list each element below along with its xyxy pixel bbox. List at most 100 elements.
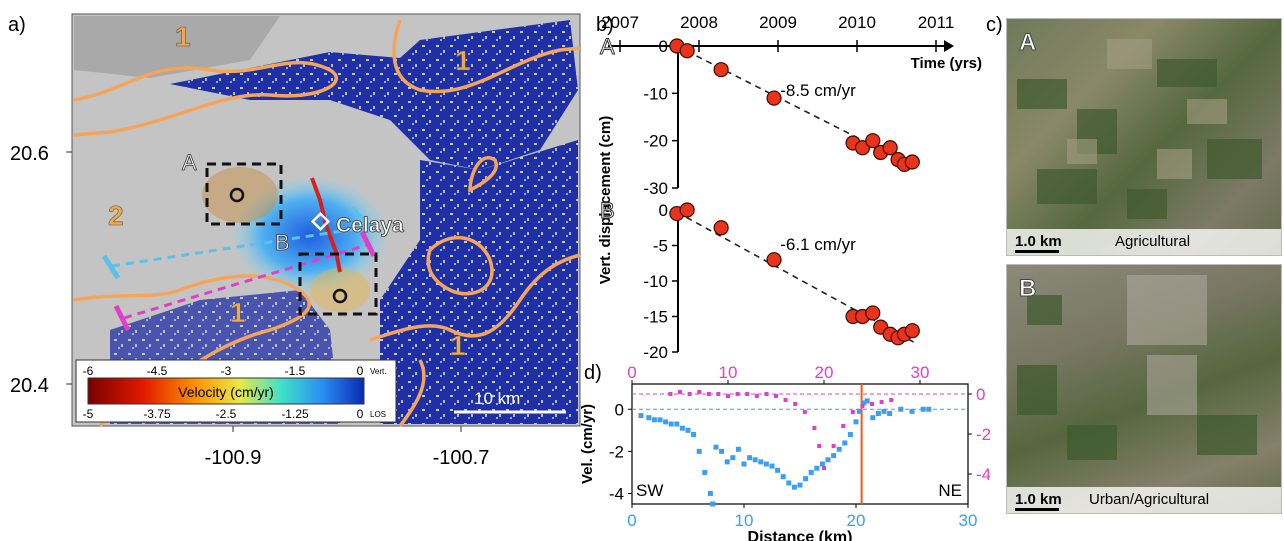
profile-point-blue bbox=[758, 459, 764, 465]
profile-point-blue bbox=[775, 467, 781, 473]
profile-point-magenta bbox=[726, 394, 730, 398]
profile-point-blue bbox=[685, 427, 691, 433]
lat-tick: 20.4 bbox=[10, 375, 49, 397]
series-label: A bbox=[600, 34, 615, 59]
profile-point-magenta bbox=[841, 424, 846, 428]
profile-point-blue bbox=[663, 419, 669, 425]
y-right-tick-label: 0 bbox=[976, 385, 985, 404]
data-point bbox=[713, 62, 729, 78]
profile-point-blue bbox=[724, 459, 730, 465]
profile-point-magenta bbox=[793, 402, 798, 406]
y-tick-label: -20 bbox=[643, 132, 668, 151]
profile-point-blue bbox=[657, 417, 663, 423]
zone-label: 1 bbox=[175, 21, 191, 52]
lon-tick: -100.7 bbox=[433, 447, 490, 469]
data-point bbox=[904, 154, 920, 170]
profile-point-blue bbox=[752, 457, 758, 463]
photo-scale-label-a: 1.0 km bbox=[1015, 233, 1062, 250]
photo-caption-b: Urban/Agricultural bbox=[1089, 491, 1210, 508]
ne-label: NE bbox=[938, 481, 962, 500]
sw-label: SW bbox=[636, 481, 663, 500]
data-point bbox=[713, 220, 729, 236]
data-point bbox=[766, 90, 782, 106]
profile-point-blue bbox=[853, 419, 859, 425]
x-top-tick-label: 20 bbox=[815, 363, 834, 382]
y-tick-label: 0 bbox=[659, 37, 668, 56]
photo-scalebar-a bbox=[1015, 250, 1059, 253]
profile-point-magenta bbox=[735, 392, 740, 396]
profile-point-magenta bbox=[850, 410, 855, 414]
colorbar: Velocity (cm/yr) -6 -4.5 -3 -1.5 0 Vert.… bbox=[75, 359, 397, 423]
panel-label-b: b) bbox=[596, 14, 614, 36]
colorbar-los-tick: -5 bbox=[83, 407, 94, 421]
x-axis-label: Time (yrs) bbox=[911, 55, 982, 72]
profile-point-blue bbox=[881, 408, 887, 414]
data-point bbox=[865, 133, 881, 149]
profile-point-blue bbox=[769, 463, 775, 469]
profile-point-magenta bbox=[754, 394, 759, 398]
profile-point-blue bbox=[803, 476, 809, 482]
profile-point-magenta bbox=[812, 426, 817, 430]
colorbar-los-tick: -2.5 bbox=[216, 407, 237, 421]
profile-point-magenta bbox=[668, 392, 673, 396]
profile-point-blue bbox=[730, 455, 736, 461]
colorbar-vert-tick: 0 bbox=[357, 364, 364, 378]
x-tick-label: 2010 bbox=[838, 13, 876, 32]
profile-point-magenta bbox=[687, 392, 692, 396]
x-axis-label: Distance (km) bbox=[748, 529, 853, 541]
y-left-tick-label: -2 bbox=[609, 442, 624, 461]
profile-point-blue bbox=[780, 474, 786, 480]
profile-point-blue bbox=[747, 455, 753, 461]
profile-point-blue bbox=[870, 415, 876, 421]
lon-tick: -100.9 bbox=[205, 447, 262, 469]
box-label-b: B bbox=[275, 230, 290, 255]
photo-caption-a: Agricultural bbox=[1115, 233, 1191, 250]
profile-point-blue bbox=[713, 444, 719, 450]
profile-point-magenta bbox=[822, 466, 826, 470]
trend-line bbox=[676, 211, 917, 345]
profile-point-blue bbox=[651, 417, 657, 423]
colorbar-los-tick: 0 bbox=[357, 407, 364, 421]
gps-point-a bbox=[229, 187, 245, 203]
y-tick-label: -30 bbox=[643, 179, 668, 198]
profile-point-blue bbox=[856, 408, 862, 414]
profile-point-blue bbox=[836, 446, 842, 452]
x-tick-label: 2009 bbox=[759, 13, 797, 32]
x-top-tick-label: 30 bbox=[911, 363, 930, 382]
y-tick-label: -15 bbox=[643, 308, 668, 327]
profile-point-magenta bbox=[870, 402, 874, 406]
profile-point-magenta bbox=[783, 398, 788, 402]
profile-point-magenta bbox=[706, 392, 711, 396]
profile-point-blue bbox=[741, 461, 747, 467]
profile-point-magenta bbox=[678, 390, 682, 394]
photo-letter-b: B bbox=[1018, 275, 1037, 303]
data-point bbox=[904, 323, 920, 339]
data-point bbox=[865, 305, 881, 321]
profile-point-magenta bbox=[764, 392, 769, 396]
y-axis-label: Vel. (cm/yr) bbox=[579, 404, 596, 484]
profile-point-blue bbox=[646, 415, 652, 421]
field-pattern-b bbox=[1017, 275, 1257, 460]
profile-point-blue bbox=[920, 406, 926, 412]
time-axis-arrow bbox=[944, 40, 954, 52]
series-label: B bbox=[600, 198, 615, 223]
panel-label-c: c) bbox=[986, 14, 1003, 36]
x-tick-label: 2007 bbox=[601, 13, 639, 32]
scalebar-label: 10 km bbox=[474, 389, 520, 408]
profile-point-blue bbox=[674, 421, 680, 427]
x-bottom-tick-label: 0 bbox=[627, 511, 636, 530]
profile-point-blue bbox=[926, 406, 932, 412]
panel-label-a: a) bbox=[8, 14, 26, 36]
y-tick-label: 0 bbox=[659, 201, 668, 220]
colorbar-vert-tick: -3 bbox=[221, 364, 232, 378]
profile-point-blue bbox=[842, 440, 848, 446]
profile-point-magenta bbox=[831, 444, 836, 448]
profile-point-blue bbox=[847, 432, 853, 438]
profile-point-blue bbox=[909, 408, 915, 414]
profile-point-blue bbox=[861, 400, 867, 406]
x-bottom-tick-label: 30 bbox=[959, 511, 978, 530]
rate-label: -6.1 cm/yr bbox=[780, 235, 856, 254]
profile-line-cyan bbox=[111, 226, 363, 268]
blue-region-east bbox=[380, 140, 578, 424]
profile-point-blue bbox=[719, 448, 725, 454]
